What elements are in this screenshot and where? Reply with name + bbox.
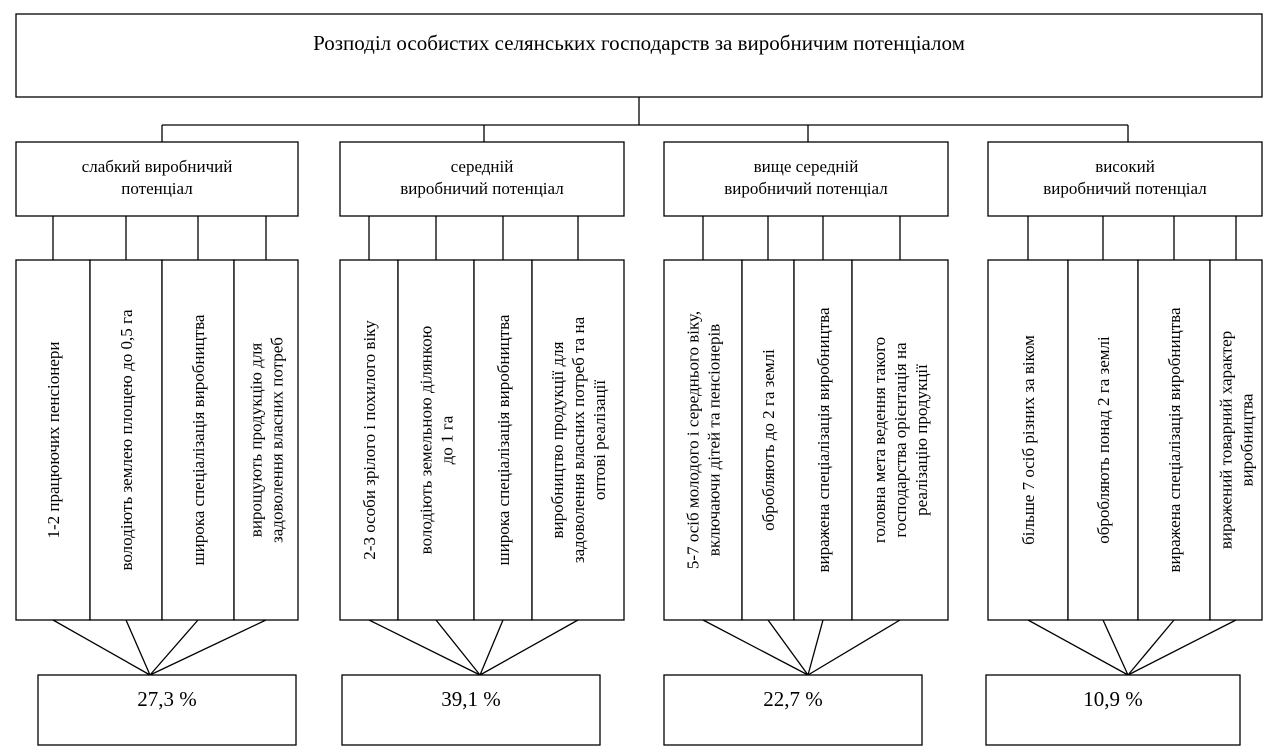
feature-text: виражена спеціалізація виробництва xyxy=(814,307,833,572)
feature-text: 5-7 осіб молодого і середнього віку, вклю… xyxy=(684,311,724,569)
title-box xyxy=(15,13,1263,98)
feature-line: володіють землею площею до 0,5 га xyxy=(117,309,136,570)
group-box xyxy=(663,141,949,217)
group-box xyxy=(15,141,299,217)
group-label: високий xyxy=(1095,157,1155,176)
feature-line: до 1 га xyxy=(438,415,457,464)
feature-text: широка спеціалізація виробництва xyxy=(494,314,513,565)
fan-line xyxy=(479,619,504,676)
fan-line xyxy=(1102,619,1129,676)
feature-line: виробництво продукції для xyxy=(548,341,567,538)
fan-line xyxy=(479,619,579,676)
group-label: виробничий потенціал xyxy=(724,179,888,198)
feature-box xyxy=(1209,259,1263,621)
feature-text: 1-2 працюючих пенсіонери xyxy=(44,341,63,538)
fan-line xyxy=(149,619,267,676)
feature-line: 1-2 працюючих пенсіонери xyxy=(44,341,63,538)
feature-line: широка спеціалізація виробництва xyxy=(189,314,208,565)
feature-line: виражена спеціалізація виробництва xyxy=(1165,307,1184,572)
feature-line: 2-3 особи зрілого і похилого віку xyxy=(360,320,379,560)
feature-text: обробляють понад 2 га землі xyxy=(1094,336,1113,544)
fan-line xyxy=(52,619,151,676)
feature-box xyxy=(233,259,299,621)
feature-line: обробляють понад 2 га землі xyxy=(1094,336,1113,544)
feature-text: виробництво продукції для задоволення вла… xyxy=(548,316,609,563)
feature-line: вирощують продукцію для xyxy=(247,343,266,538)
fan-line xyxy=(702,619,809,676)
share: 27,3 % xyxy=(137,687,197,711)
feature-box xyxy=(339,259,399,621)
title: Розподіл особистих селянських господарст… xyxy=(313,31,965,55)
feature-box xyxy=(531,259,625,621)
feature-box xyxy=(793,259,853,621)
group-label: виробничий потенціал xyxy=(400,179,564,198)
feature-text: вирощують продукцію для задоволення власн… xyxy=(247,337,287,543)
feature-line: широка спеціалізація виробництва xyxy=(494,314,513,565)
fan-line xyxy=(368,619,481,676)
feature-box xyxy=(161,259,235,621)
share-box xyxy=(37,674,297,746)
feature-text: виражена спеціалізація виробництва xyxy=(1165,307,1184,572)
feature-line: 5-7 осіб молодого і середнього віку, xyxy=(684,311,703,569)
feature-box xyxy=(987,259,1069,621)
feature-text: більше 7 осіб різних за віком xyxy=(1019,335,1038,545)
group-box xyxy=(339,141,625,217)
share-box xyxy=(663,674,923,746)
fan-line xyxy=(807,619,824,676)
group-label: потенціал xyxy=(121,179,193,198)
fan-line xyxy=(1027,619,1129,676)
feature-line: господарства орієнтація на xyxy=(891,342,910,538)
share: 22,7 % xyxy=(763,687,823,711)
group-box xyxy=(987,141,1263,217)
group-label: середній xyxy=(451,157,514,176)
feature-box xyxy=(663,259,743,621)
share: 10,9 % xyxy=(1083,687,1143,711)
feature-line: головна мета ведення такого xyxy=(870,337,889,543)
feature-line: більше 7 осіб різних за віком xyxy=(1019,335,1038,545)
fan-line xyxy=(435,619,481,676)
feature-text: головна мета ведення такого господарства … xyxy=(870,337,931,543)
feature-box xyxy=(397,259,475,621)
feature-box xyxy=(89,259,163,621)
feature-line: включаючи дітей та пенсіонерів xyxy=(705,324,724,556)
feature-text: обробляють до 2 га землі xyxy=(759,349,778,531)
fan-line xyxy=(1127,619,1237,676)
fan-line xyxy=(767,619,809,676)
feature-line: задоволення власних потреб та на xyxy=(569,316,588,563)
group-label: виробничий потенціал xyxy=(1043,179,1207,198)
share-box xyxy=(985,674,1241,746)
feature-text: володіють земельною ділянкою до 1 га xyxy=(417,325,457,554)
feature-line: виражений товарний характер xyxy=(1217,331,1236,549)
feature-box xyxy=(851,259,949,621)
fan-line xyxy=(1127,619,1175,676)
feature-line: виробництва xyxy=(1238,393,1257,486)
feature-line: володіють земельною ділянкою xyxy=(417,325,436,554)
feature-box xyxy=(741,259,795,621)
feature-line: виражена спеціалізація виробництва xyxy=(814,307,833,572)
feature-line: обробляють до 2 га землі xyxy=(759,349,778,531)
group-label: вище середній xyxy=(754,157,859,176)
feature-text: широка спеціалізація виробництва xyxy=(189,314,208,565)
feature-box xyxy=(1067,259,1139,621)
fan-line xyxy=(807,619,901,676)
fan-line xyxy=(125,619,151,676)
feature-text: виражений товарний характер виробництва xyxy=(1217,331,1257,549)
feature-text: володіють землею площею до 0,5 га xyxy=(117,309,136,570)
feature-box xyxy=(473,259,533,621)
feature-text: 2-3 особи зрілого і похилого віку xyxy=(360,320,379,560)
share-box xyxy=(341,674,601,746)
feature-line: реалізацію продукції xyxy=(912,364,931,516)
fan-line xyxy=(149,619,199,676)
share: 39,1 % xyxy=(441,687,501,711)
group-label: слабкий виробничий xyxy=(82,157,233,176)
feature-line: задоволення власних потреб xyxy=(268,337,287,543)
feature-line: оптові реалізації xyxy=(590,380,609,501)
